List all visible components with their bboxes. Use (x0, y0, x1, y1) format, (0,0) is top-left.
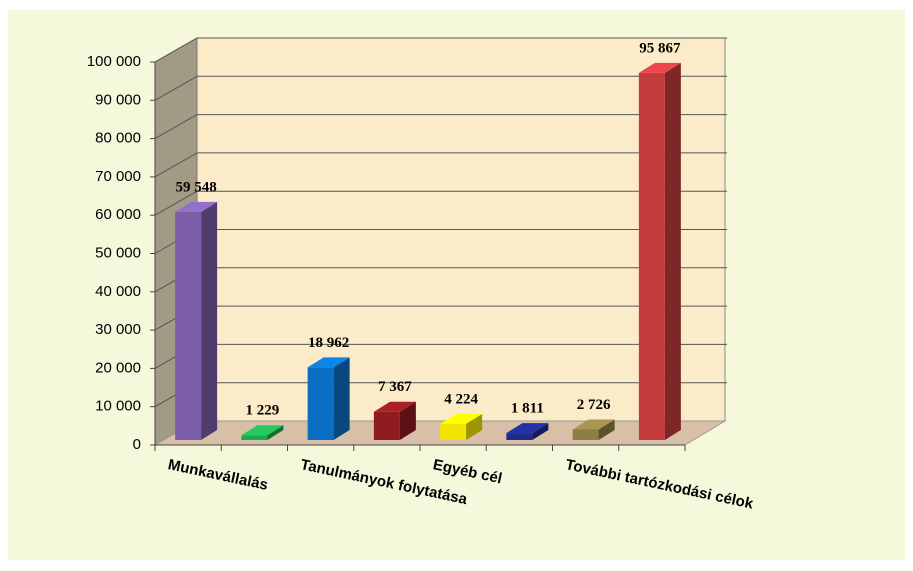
bar-side (267, 425, 284, 440)
grid-line (154, 75, 198, 101)
y-tick-label: 100 000 (87, 53, 141, 70)
bar-side (201, 201, 218, 440)
value-label: 4 224 (444, 391, 478, 407)
value-label: 1 811 (511, 401, 544, 417)
bar-side (333, 357, 350, 440)
grid-line (154, 190, 198, 216)
y-tick-label: 70 000 (95, 168, 141, 185)
bar-top (373, 401, 416, 412)
bar-front (506, 433, 533, 440)
bar-side (532, 423, 549, 440)
y-tick-label: 90 000 (95, 91, 141, 108)
bar (440, 413, 483, 440)
bar (572, 419, 615, 440)
y-tick-label: 30 000 (95, 321, 141, 338)
bar (307, 357, 350, 440)
bar-front (572, 429, 599, 440)
y-tick-label: 80 000 (95, 130, 141, 147)
y-tick-label: 60 000 (95, 206, 141, 223)
bar (373, 401, 416, 440)
bar-front (373, 411, 400, 440)
bar-top (440, 413, 483, 424)
bar-top (572, 419, 615, 430)
value-label: 18 962 (308, 335, 349, 351)
y-tick-label: 40 000 (95, 283, 141, 300)
grid-line (154, 37, 198, 63)
value-label: 7 367 (378, 379, 412, 395)
bar (175, 201, 218, 440)
bar-front (440, 423, 467, 440)
bar-front (307, 367, 334, 440)
bar-top (241, 425, 284, 436)
bar-side (598, 419, 615, 440)
grid-line (154, 114, 198, 140)
bar (638, 62, 681, 440)
bar-top (307, 357, 350, 368)
y-tick-label: 0 (133, 436, 141, 453)
y-tick-label: 10 000 (95, 398, 141, 415)
bar-top (175, 201, 218, 212)
bar-front (638, 72, 665, 440)
bar-side (399, 401, 416, 440)
y-tick-label: 50 000 (95, 244, 141, 261)
bar (241, 425, 284, 440)
value-label: 59 548 (176, 179, 217, 195)
bar (506, 423, 549, 440)
bar-top (638, 62, 681, 73)
bar-side (664, 62, 681, 440)
bar-front (175, 211, 202, 440)
bar-front (241, 435, 268, 440)
value-label: 2 726 (577, 397, 611, 413)
y-tick-label: 20 000 (95, 359, 141, 376)
grid-line (154, 152, 198, 178)
bar-top (506, 423, 549, 434)
value-label: 95 867 (639, 40, 681, 56)
value-label: 1 229 (246, 403, 280, 419)
bar-side (466, 413, 483, 440)
